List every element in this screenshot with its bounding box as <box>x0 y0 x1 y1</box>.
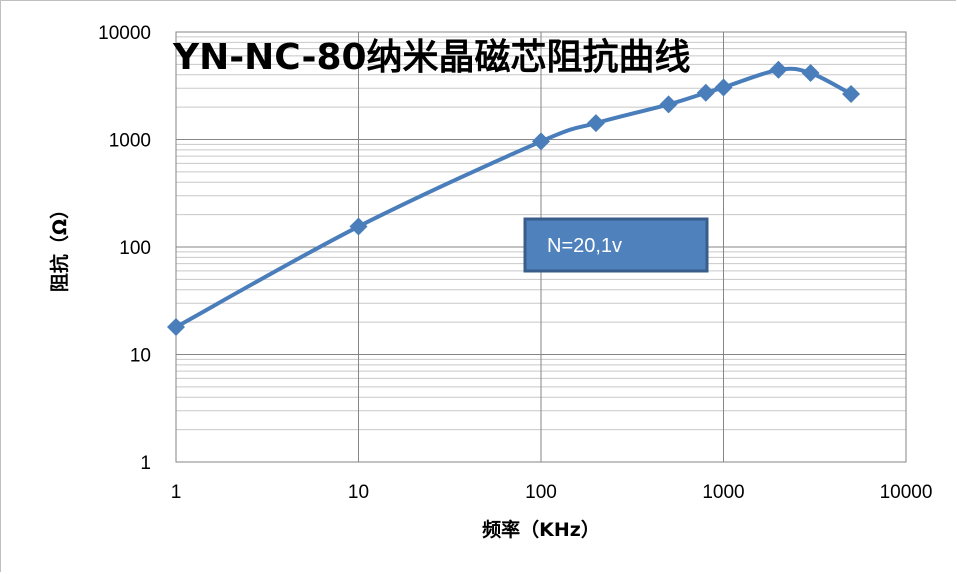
data-point-marker <box>167 318 185 337</box>
x-tick-label: 100 <box>525 482 557 503</box>
chart-title: YN-NC-80纳米晶磁芯阻抗曲线 <box>172 36 691 78</box>
data-point-marker <box>349 217 368 236</box>
data-point-marker <box>769 60 788 79</box>
data-point-marker <box>586 114 605 133</box>
x-tick-label: 10000 <box>880 482 933 503</box>
x-tick-label: 1000 <box>702 482 744 503</box>
data-point-marker <box>842 85 861 104</box>
x-tick-labels: 1 10 100 1000 10000 <box>171 482 933 503</box>
data-point-marker <box>714 78 733 97</box>
data-markers <box>167 60 861 337</box>
y-tick-label: 1000 <box>109 131 151 152</box>
x-tick-label: 1 <box>171 482 182 503</box>
y-axis-label: 阻抗（Ω） <box>48 200 71 292</box>
data-point-marker <box>532 132 550 151</box>
y-tick-label: 10000 <box>98 23 151 44</box>
data-point-marker <box>659 95 678 114</box>
plot-area <box>175 31 907 463</box>
annotation-box: N=20,1v <box>523 217 709 273</box>
y-tick-labels: 1 10 100 1000 10000 <box>98 23 151 474</box>
annotation-text: N=20,1v <box>547 235 622 257</box>
data-point-marker <box>696 83 715 102</box>
y-tick-label: 1 <box>140 453 151 474</box>
data-point-marker <box>801 64 820 83</box>
y-tick-label: 100 <box>119 238 151 259</box>
x-tick-label: 10 <box>348 482 369 503</box>
x-axis-label: 频率（KHz） <box>482 518 600 541</box>
y-tick-label: 10 <box>130 346 151 367</box>
